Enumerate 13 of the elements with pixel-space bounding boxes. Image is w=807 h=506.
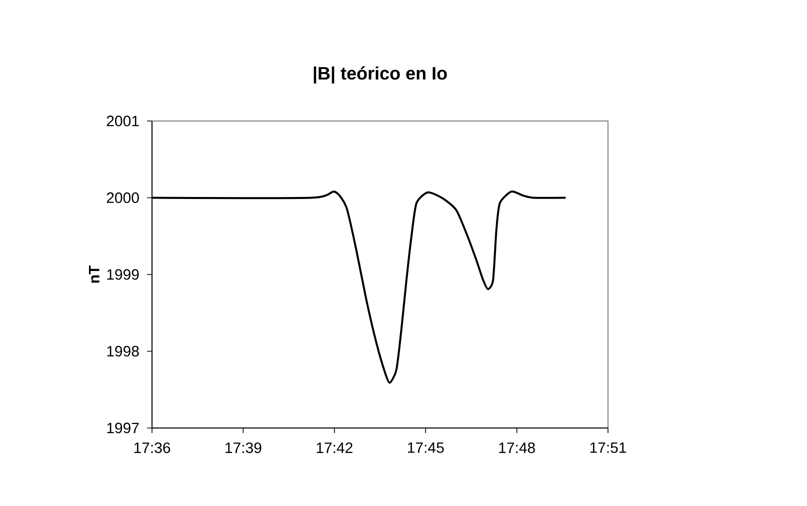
x-tick-label: 17:48 [499, 442, 535, 454]
x-tick-label: 17:39 [226, 442, 262, 454]
x-tick-label: 17:45 [408, 442, 444, 453]
y-tick-label: 2001 [106, 116, 139, 126]
y-tick-label: 1999 [107, 269, 139, 280]
x-tick-label: 17:42 [316, 442, 352, 453]
y-tick-label: 1997 [107, 422, 139, 434]
y-tick-label: 2000 [106, 192, 139, 204]
x-tick-label: 17:51 [590, 442, 626, 453]
y-tick-label: 1998 [107, 346, 139, 357]
y-axis-title: nT [88, 265, 100, 283]
chart-title: |B| teórico en Io [314, 66, 447, 84]
x-tick-label: 17:36 [134, 442, 170, 454]
